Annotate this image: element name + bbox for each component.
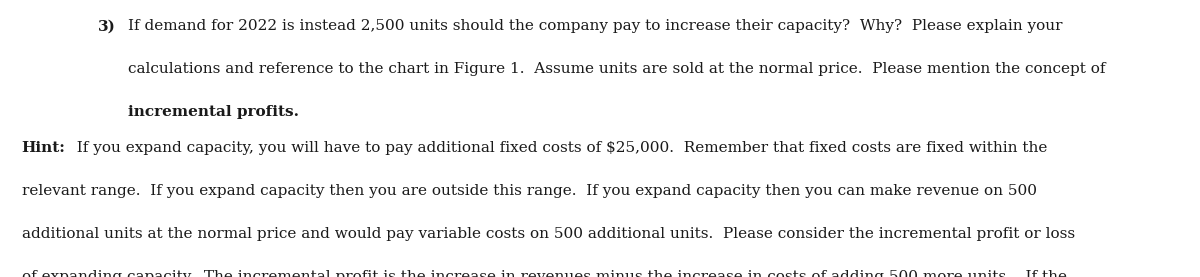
Text: calculations and reference to the chart in Figure 1.  Assume units are sold at t: calculations and reference to the chart … (128, 62, 1106, 76)
Text: incremental profits.: incremental profits. (128, 105, 300, 119)
Text: relevant range.  If you expand capacity then you are outside this range.  If you: relevant range. If you expand capacity t… (22, 184, 1037, 198)
Text: additional units at the normal price and would pay variable costs on 500 additio: additional units at the normal price and… (22, 227, 1075, 241)
Text: of expanding capacity.  The incremental profit is the increase in revenues minus: of expanding capacity. The incremental p… (22, 270, 1067, 277)
Text: Hint:: Hint: (22, 141, 66, 155)
Text: If demand for 2022 is instead 2,500 units should the company pay to increase the: If demand for 2022 is instead 2,500 unit… (128, 19, 1063, 34)
Text: 3): 3) (98, 19, 116, 34)
Text: If you expand capacity, you will have to pay additional fixed costs of $25,000. : If you expand capacity, you will have to… (67, 141, 1048, 155)
